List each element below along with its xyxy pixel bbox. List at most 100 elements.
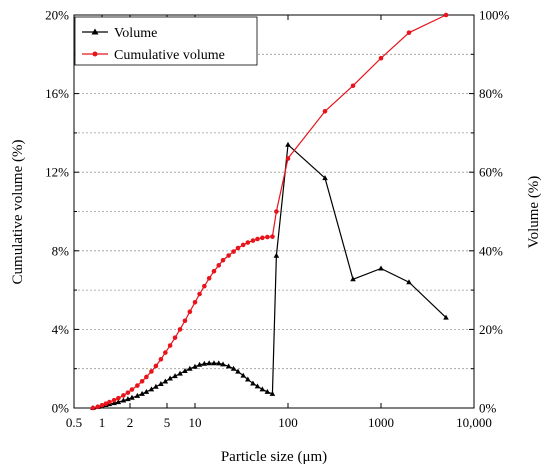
data-point — [255, 236, 260, 242]
data-point — [192, 363, 198, 369]
series-line — [92, 143, 447, 409]
data-point — [322, 108, 328, 114]
x-tick-label: 100 — [278, 415, 298, 430]
data-point — [196, 361, 203, 367]
x-tick-label: 1 — [99, 415, 106, 430]
y-tick-label-right: 80% — [479, 86, 503, 101]
x-axis-title: Particle size (μm) — [221, 449, 327, 465]
data-point — [274, 209, 279, 214]
data-point — [216, 263, 222, 268]
legend-label-volume: Volume — [114, 26, 157, 41]
y-tick-label-right: 40% — [479, 243, 503, 258]
data-point — [245, 240, 251, 245]
data-point — [103, 401, 109, 406]
data-point — [265, 234, 270, 240]
data-point — [245, 376, 251, 382]
data-point — [95, 404, 101, 410]
data-point — [230, 365, 237, 371]
data-point — [260, 235, 265, 241]
data-point — [115, 399, 122, 405]
x-tick-label: 1000 — [368, 415, 394, 430]
data-point — [163, 350, 168, 355]
data-point — [125, 396, 131, 402]
data-point — [107, 399, 112, 405]
data-point — [406, 279, 412, 285]
data-point — [182, 368, 188, 374]
data-point — [378, 55, 384, 61]
data-point — [211, 360, 217, 366]
x-tick-label: 0.5 — [66, 415, 82, 430]
data-point — [259, 386, 266, 392]
legend-box — [74, 16, 258, 66]
data-point — [187, 309, 193, 315]
data-point — [240, 242, 246, 248]
data-point — [135, 383, 140, 388]
data-point — [139, 390, 145, 396]
data-point — [250, 238, 256, 243]
data-point — [443, 314, 449, 320]
data-point — [201, 360, 208, 366]
x-tick-label: 10,000 — [456, 415, 492, 430]
data-point — [264, 388, 271, 394]
data-point — [270, 234, 275, 239]
data-point — [153, 363, 159, 369]
data-point — [235, 245, 241, 251]
data-point — [121, 393, 126, 398]
y-axis-title-left: Cumulative volume (%) — [10, 140, 26, 285]
y-tick-label-left: 0% — [52, 401, 70, 416]
series-line — [92, 14, 447, 409]
y-tick-label-left: 12% — [45, 165, 69, 180]
data-point — [129, 394, 135, 400]
data-point — [172, 373, 178, 379]
y-axis-title-right: Volume (%) — [526, 176, 542, 249]
legend: Volume Cumulative volume — [74, 16, 258, 66]
series — [90, 12, 449, 411]
y-tick-label-left: 16% — [45, 86, 69, 101]
data-point — [226, 253, 231, 258]
data-point — [187, 365, 193, 371]
data-point — [162, 378, 169, 384]
data-point — [111, 397, 117, 403]
data-point — [120, 397, 127, 403]
data-point — [172, 335, 178, 340]
data-point — [322, 175, 328, 181]
data-point — [182, 318, 188, 324]
legend-marker-cumulative — [92, 51, 98, 57]
series-cumulative-volume — [90, 12, 449, 411]
y-tick-label-left: 8% — [52, 243, 70, 258]
data-point — [235, 368, 241, 374]
data-point — [202, 283, 207, 289]
data-point — [143, 388, 150, 394]
data-point — [285, 156, 291, 161]
data-point — [250, 380, 256, 386]
data-point — [90, 405, 96, 411]
data-point — [129, 387, 135, 392]
data-point — [378, 265, 384, 271]
data-point — [220, 361, 226, 367]
data-point — [177, 370, 183, 376]
data-point — [443, 12, 449, 18]
data-point — [134, 392, 141, 398]
y-tick-label-left: 20% — [45, 8, 69, 23]
data-point — [192, 299, 198, 305]
x-tick-label: 10 — [188, 415, 201, 430]
ticks: 0.5 1 2 5 10 100 1000 10,0000%4%8%12%16%20%0%20… — [45, 8, 509, 431]
legend-marker-volume — [91, 28, 99, 35]
y-tick-label-right: 20% — [479, 322, 503, 337]
data-point — [225, 363, 232, 369]
data-point — [116, 395, 121, 401]
data-point — [177, 327, 183, 332]
data-point — [254, 383, 261, 389]
data-point — [406, 30, 412, 35]
data-point — [144, 374, 149, 380]
y-tick-label-right: 100% — [479, 8, 510, 23]
data-point — [139, 378, 145, 384]
data-point — [99, 402, 105, 408]
data-point — [167, 375, 173, 381]
data-point — [211, 268, 217, 274]
data-point — [125, 390, 131, 395]
data-point — [231, 249, 236, 254]
data-point — [269, 390, 276, 396]
data-point — [240, 372, 247, 378]
